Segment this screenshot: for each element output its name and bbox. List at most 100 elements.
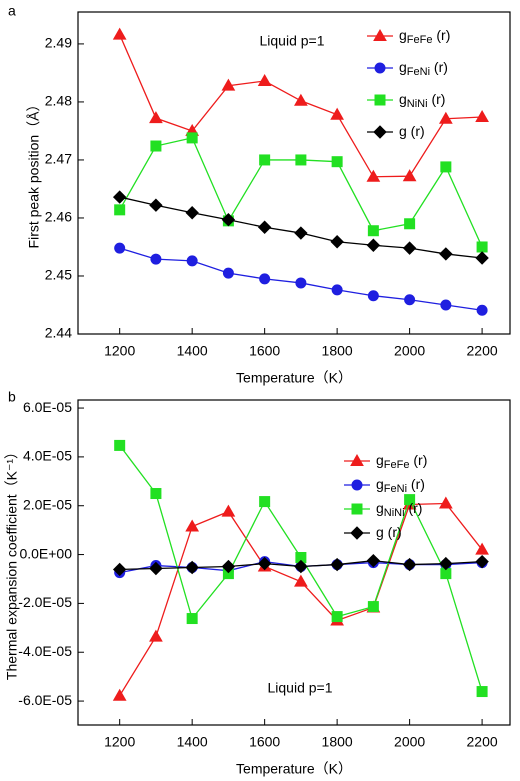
legend-label: g (r): [376, 524, 402, 540]
y-tick-label: 0.0E+00: [19, 545, 72, 561]
legend-label: gFeFe (r): [399, 27, 450, 46]
marker: [402, 169, 417, 182]
x-tick-label: 1600: [249, 343, 280, 359]
marker: [367, 225, 379, 237]
y-tick-label: 2.0E-05: [23, 496, 72, 512]
legend-suffix: (r): [405, 500, 423, 516]
legend-suffix: (r): [384, 524, 402, 540]
x-tick-label: 2000: [394, 343, 425, 359]
marker: [150, 488, 162, 500]
marker: [475, 251, 489, 265]
series-line: [119, 502, 483, 697]
marker: [259, 496, 271, 508]
legend-suffix: (r): [428, 91, 446, 107]
x-axis-label: Temperature（K）: [236, 761, 352, 777]
marker: [366, 238, 381, 252]
y-axis-label: First peak position（Å）: [26, 98, 42, 249]
marker: [476, 304, 488, 316]
marker: [330, 107, 344, 120]
marker: [331, 611, 343, 623]
marker: [149, 629, 163, 642]
x-tick-label: 1800: [322, 734, 353, 750]
y-tick-label: -2.0E-05: [18, 594, 72, 610]
marker: [221, 212, 236, 227]
legend-symbol: g: [376, 524, 384, 540]
x-tick-label: 2200: [467, 343, 498, 359]
x-tick-label: 1200: [104, 734, 135, 750]
marker: [257, 220, 272, 234]
legend-label: gFeFe (r): [376, 452, 427, 471]
y-tick-label: 2.46: [45, 209, 72, 225]
marker: [150, 253, 162, 265]
marker: [112, 562, 127, 577]
marker: [404, 494, 416, 506]
panel-label: a: [8, 3, 16, 19]
x-tick-label: 2200: [467, 734, 498, 750]
legend-label: gFeNi (r): [399, 59, 448, 78]
legend-subscript: FeFe: [384, 459, 410, 471]
legend-label: gFeNi (r): [376, 476, 425, 495]
legend-marker: [350, 526, 364, 540]
marker: [295, 277, 307, 289]
marker: [259, 154, 271, 166]
marker: [221, 78, 236, 91]
legend-marker: [351, 479, 363, 491]
marker: [440, 161, 452, 173]
y-tick-label: 2.48: [45, 93, 72, 109]
marker: [294, 226, 308, 240]
y-tick-label: 2.49: [45, 35, 72, 51]
y-tick-label: 2.47: [45, 151, 72, 167]
y-tick-label: 4.0E-05: [23, 448, 72, 464]
legend-symbol: g: [399, 59, 407, 75]
marker: [438, 111, 453, 124]
x-tick-label: 1400: [177, 343, 208, 359]
marker: [439, 556, 453, 571]
marker: [402, 241, 417, 255]
legend-marker: [351, 503, 363, 515]
marker: [404, 294, 416, 306]
legend-marker: [373, 125, 387, 139]
x-tick-label: 1200: [104, 343, 135, 359]
annotation: Liquid p=1: [267, 680, 332, 696]
marker: [186, 613, 198, 625]
marker: [366, 553, 381, 568]
marker: [331, 284, 343, 296]
marker: [476, 241, 488, 253]
marker: [438, 496, 453, 509]
legend-symbol: g: [399, 91, 407, 107]
marker: [114, 204, 126, 216]
legend-subscript: NiNi: [407, 98, 428, 110]
marker: [112, 27, 127, 40]
marker: [295, 154, 307, 166]
legend-subscript: FeNi: [384, 483, 407, 495]
legend-suffix: (r): [407, 123, 425, 139]
marker: [331, 156, 343, 168]
marker: [475, 110, 489, 123]
marker: [149, 561, 163, 576]
legend-symbol: g: [399, 123, 407, 139]
marker: [257, 556, 272, 571]
y-tick-label: -6.0E-05: [18, 692, 72, 708]
marker: [112, 190, 127, 204]
legend-subscript: NiNi: [384, 507, 405, 519]
marker: [186, 132, 198, 144]
plot-frame: [77, 11, 511, 335]
x-axis-label: Temperature（K）: [236, 370, 352, 386]
marker: [330, 557, 344, 572]
legend-label: gNiNi (r): [376, 500, 422, 519]
marker: [186, 255, 198, 267]
y-tick-label: 2.45: [45, 267, 72, 283]
marker: [476, 686, 488, 698]
marker: [367, 601, 379, 613]
marker: [221, 504, 236, 517]
legend-symbol: g: [376, 476, 384, 492]
legend-subscript: FeFe: [407, 34, 433, 46]
legend-suffix: (r): [430, 59, 448, 75]
legend-suffix: (r): [409, 452, 427, 468]
marker: [149, 198, 163, 212]
annotation: Liquid p=1: [259, 33, 324, 49]
legend-marker: [373, 28, 387, 41]
marker: [404, 218, 416, 230]
marker: [294, 93, 308, 106]
